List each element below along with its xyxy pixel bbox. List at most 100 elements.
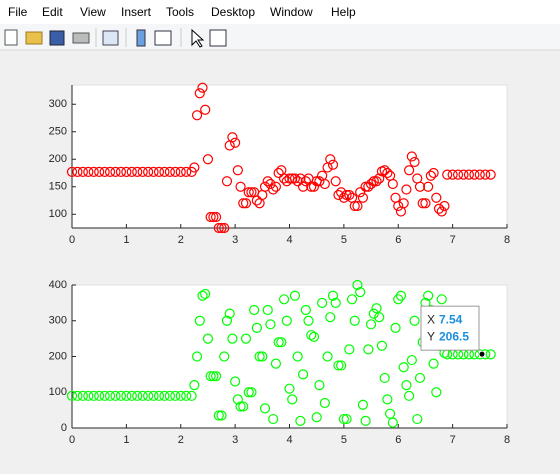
marker: [170, 166, 181, 177]
marker: [469, 169, 480, 180]
marker: [232, 394, 243, 405]
marker: [137, 166, 148, 177]
x-tick-label: 7: [450, 234, 456, 246]
marker: [319, 178, 330, 190]
marker: [376, 340, 388, 351]
marker: [153, 390, 165, 401]
y-tick-label: 200: [49, 153, 67, 165]
x-tick-label: 3: [232, 234, 238, 246]
colorbar-button[interactable]: [136, 29, 146, 47]
marker: [181, 390, 192, 401]
marker: [262, 304, 273, 316]
open-button[interactable]: [25, 31, 43, 45]
marker: [360, 181, 371, 192]
marker: [251, 322, 262, 333]
marker: [289, 290, 301, 301]
marker: [227, 132, 238, 143]
marker: [181, 166, 192, 177]
marker: [365, 319, 377, 330]
marker: [262, 176, 273, 187]
marker: [319, 397, 330, 409]
marker: [317, 297, 328, 308]
menu-item[interactable]: File: [8, 5, 28, 19]
y-tick-label: 300: [49, 315, 67, 327]
marker: [205, 371, 216, 382]
marker: [379, 372, 390, 384]
x-tick-label: 5: [341, 434, 347, 446]
marker: [278, 294, 290, 305]
marker: [126, 166, 137, 177]
marker: [485, 169, 496, 180]
marker: [208, 211, 219, 223]
marker: [431, 387, 442, 398]
y-tick-label: 250: [49, 126, 67, 138]
marker: [439, 200, 450, 212]
marker: [303, 315, 314, 326]
edit-plot-button[interactable]: [191, 28, 205, 48]
save-button[interactable]: [49, 30, 65, 46]
marker: [88, 166, 99, 177]
marker: [458, 169, 469, 180]
x-tick-label: 8: [504, 234, 510, 246]
marker: [297, 369, 309, 380]
marker: [436, 294, 447, 305]
marker: [243, 387, 254, 398]
marker: [121, 390, 132, 401]
marker: [115, 390, 127, 401]
marker: [175, 390, 186, 401]
menu-item[interactable]: Tools: [166, 5, 194, 19]
marker: [216, 410, 227, 421]
marker: [382, 167, 393, 179]
toolbar-buttons: [4, 28, 227, 48]
marker: [83, 166, 94, 177]
marker: [390, 322, 401, 333]
marker: [235, 401, 246, 412]
marker: [189, 380, 200, 391]
marker: [341, 413, 352, 425]
markers: [66, 279, 496, 428]
property-editor-button[interactable]: [209, 29, 227, 47]
marker: [276, 337, 287, 348]
marker: [327, 290, 339, 301]
marker: [210, 211, 222, 223]
marker: [300, 304, 311, 316]
menu-item[interactable]: Help: [331, 5, 356, 19]
marker: [110, 166, 121, 177]
marker: [287, 394, 298, 405]
menu-item[interactable]: View: [80, 5, 106, 19]
marker: [164, 390, 175, 401]
marker: [398, 362, 409, 373]
marker: [254, 351, 265, 362]
link-button[interactable]: [102, 30, 119, 46]
marker: [433, 203, 445, 214]
menu-item[interactable]: Window: [270, 5, 313, 19]
x-tick-label: 3: [232, 434, 238, 446]
y-tick-label: 100: [49, 208, 67, 220]
menu-item[interactable]: Edit: [42, 5, 63, 19]
marker: [352, 200, 363, 212]
marker: [308, 181, 320, 192]
marker: [189, 162, 200, 173]
marker: [379, 165, 390, 176]
menu-item[interactable]: Insert: [121, 5, 152, 19]
marker: [66, 390, 78, 401]
marker: [232, 165, 243, 176]
menu-item[interactable]: Desktop: [211, 5, 255, 19]
marker: [126, 390, 137, 401]
y-tick-label: 400: [49, 279, 67, 291]
marker: [384, 408, 396, 419]
marker: [137, 390, 148, 401]
legend-button[interactable]: [154, 30, 172, 46]
new-button[interactable]: [4, 29, 18, 46]
datatip-x-value: 7.54: [439, 312, 463, 326]
marker: [295, 415, 306, 426]
marker: [423, 181, 434, 192]
print-button[interactable]: [72, 32, 90, 44]
marker: [191, 351, 203, 362]
x-tick-label: 0: [69, 234, 75, 246]
marker: [401, 184, 412, 195]
marker: [238, 401, 249, 412]
marker: [197, 82, 208, 93]
marker: [387, 417, 398, 428]
markers: [66, 82, 496, 234]
